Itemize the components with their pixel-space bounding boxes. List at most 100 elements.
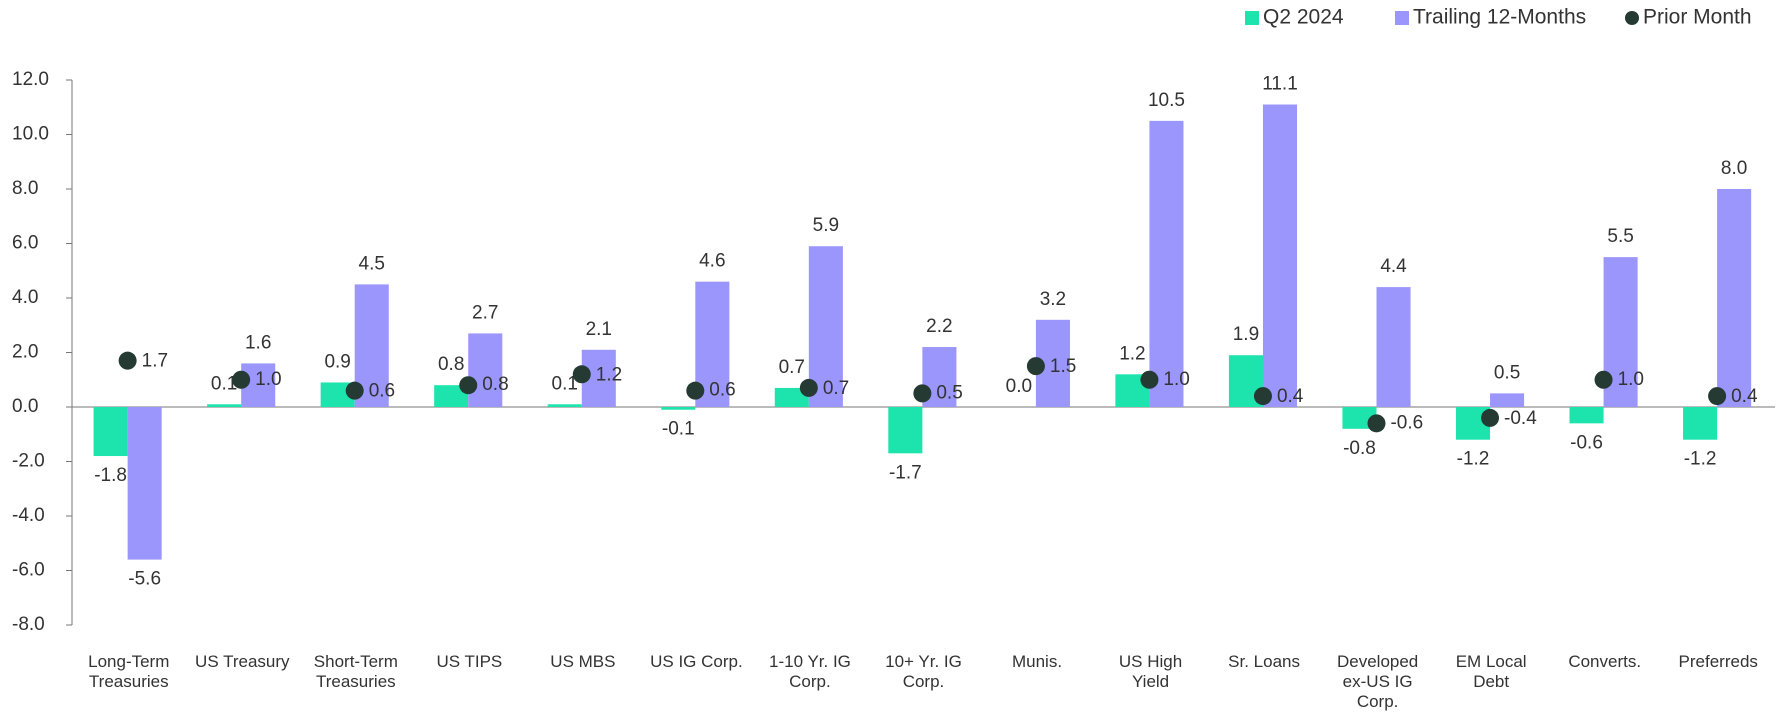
x-tick-label: US High Yield (1118, 652, 1183, 691)
dot (1367, 414, 1386, 433)
value-label: -1.2 (1684, 449, 1717, 470)
value-label: 1.6 (245, 332, 271, 353)
value-label: 1.0 (255, 369, 281, 390)
value-label: 1.9 (1233, 324, 1259, 345)
x-tick-label: 1-10 Yr. IG Corp. (769, 652, 851, 691)
bar (127, 407, 162, 560)
bar (1717, 189, 1752, 407)
dot (1481, 408, 1500, 427)
y-tick-label: -8.0 (12, 614, 45, 635)
value-label: -0.8 (1343, 438, 1376, 459)
value-label: 0.6 (369, 381, 395, 402)
x-tick-label: Munis. (1011, 652, 1063, 671)
value-label: -0.4 (1504, 408, 1537, 429)
dot (572, 365, 591, 384)
value-label: 0.4 (1277, 386, 1304, 407)
value-label: 1.2 (596, 364, 622, 385)
value-label: 4.6 (699, 251, 725, 272)
dot (232, 370, 251, 389)
x-tick-label: US TIPS (436, 652, 503, 671)
value-label: 0.1 (552, 373, 578, 394)
value-label: 1.0 (1618, 369, 1644, 390)
bar (808, 246, 843, 407)
value-label: 4.5 (359, 253, 385, 274)
dot (345, 381, 364, 400)
value-label: 2.1 (586, 319, 612, 340)
value-label: 0.7 (779, 357, 805, 378)
value-label: 0.4 (1731, 386, 1758, 407)
y-tick-label: 4.0 (12, 287, 38, 308)
value-label: -5.6 (128, 569, 161, 590)
x-tick-label: US IG Corp. (650, 652, 743, 671)
value-label: 5.5 (1607, 226, 1633, 247)
value-label: 5.9 (813, 215, 839, 236)
value-label: 3.2 (1040, 289, 1066, 310)
dot (1140, 370, 1159, 389)
value-label: 0.5 (936, 382, 962, 403)
value-label: -0.1 (662, 419, 695, 440)
legend-label: Prior Month (1643, 6, 1752, 29)
bar (1569, 407, 1604, 424)
legend-label: Q2 2024 (1263, 6, 1344, 29)
y-tick-label: -6.0 (12, 560, 45, 581)
value-label: 2.7 (472, 302, 498, 323)
value-label: -1.7 (889, 462, 922, 483)
legend-swatch (1245, 11, 1259, 25)
dot (118, 351, 137, 370)
value-label: 1.5 (1050, 356, 1076, 377)
value-label: 0.8 (438, 354, 464, 375)
bar (468, 333, 503, 407)
x-tick-label: Developed ex-US IG Corp. (1336, 652, 1419, 711)
x-tick-label: Long-Term Treasuries (88, 652, 170, 691)
y-tick-label: 0.0 (12, 396, 38, 417)
y-tick-label: 10.0 (12, 124, 49, 145)
x-tick-label: US Treasury (195, 652, 290, 671)
x-tick-label: EM Local Debt (1455, 652, 1527, 691)
value-label: -0.6 (1570, 432, 1603, 453)
dot (1026, 357, 1045, 376)
y-tick-label: -2.0 (12, 451, 45, 472)
value-label: 0.7 (823, 378, 849, 399)
bar (888, 407, 923, 454)
dot (1253, 387, 1272, 406)
x-tick-label: Converts. (1568, 652, 1642, 671)
value-label: -1.8 (94, 465, 127, 486)
bar (207, 404, 242, 407)
value-label: 11.1 (1262, 74, 1298, 95)
value-label: 0.0 (1006, 376, 1032, 397)
x-tick-label: Short-Term Treasuries (313, 652, 398, 691)
legend-label: Trailing 12-Months (1413, 6, 1586, 29)
dot (1708, 387, 1727, 406)
bar (774, 387, 809, 407)
legend-swatch (1395, 11, 1409, 25)
y-tick-label: 12.0 (12, 69, 49, 90)
value-label: 8.0 (1721, 158, 1747, 179)
bar (1376, 287, 1411, 407)
bar (1149, 120, 1184, 407)
y-tick-label: 8.0 (12, 178, 38, 199)
dot (913, 384, 932, 403)
x-tick-label: US MBS (550, 652, 616, 671)
x-tick-label: Sr. Loans (1228, 652, 1300, 671)
value-label: 2.2 (926, 316, 952, 337)
y-tick-label: 2.0 (12, 342, 38, 363)
legend-swatch (1625, 11, 1639, 25)
bar (1683, 407, 1718, 440)
value-label: 0.9 (324, 351, 350, 372)
dot (1594, 370, 1613, 389)
dot (799, 378, 818, 397)
bar (1262, 104, 1298, 408)
value-label: 0.5 (1494, 362, 1520, 383)
value-label: 1.0 (1163, 369, 1189, 390)
bar (661, 407, 696, 410)
bar (93, 407, 128, 457)
dot (686, 381, 705, 400)
value-label: 0.1 (211, 373, 237, 394)
value-label: 0.6 (709, 380, 735, 401)
value-label: 10.5 (1148, 90, 1185, 111)
dot (459, 376, 478, 395)
value-label: 0.8 (482, 374, 508, 395)
bar (434, 385, 469, 407)
